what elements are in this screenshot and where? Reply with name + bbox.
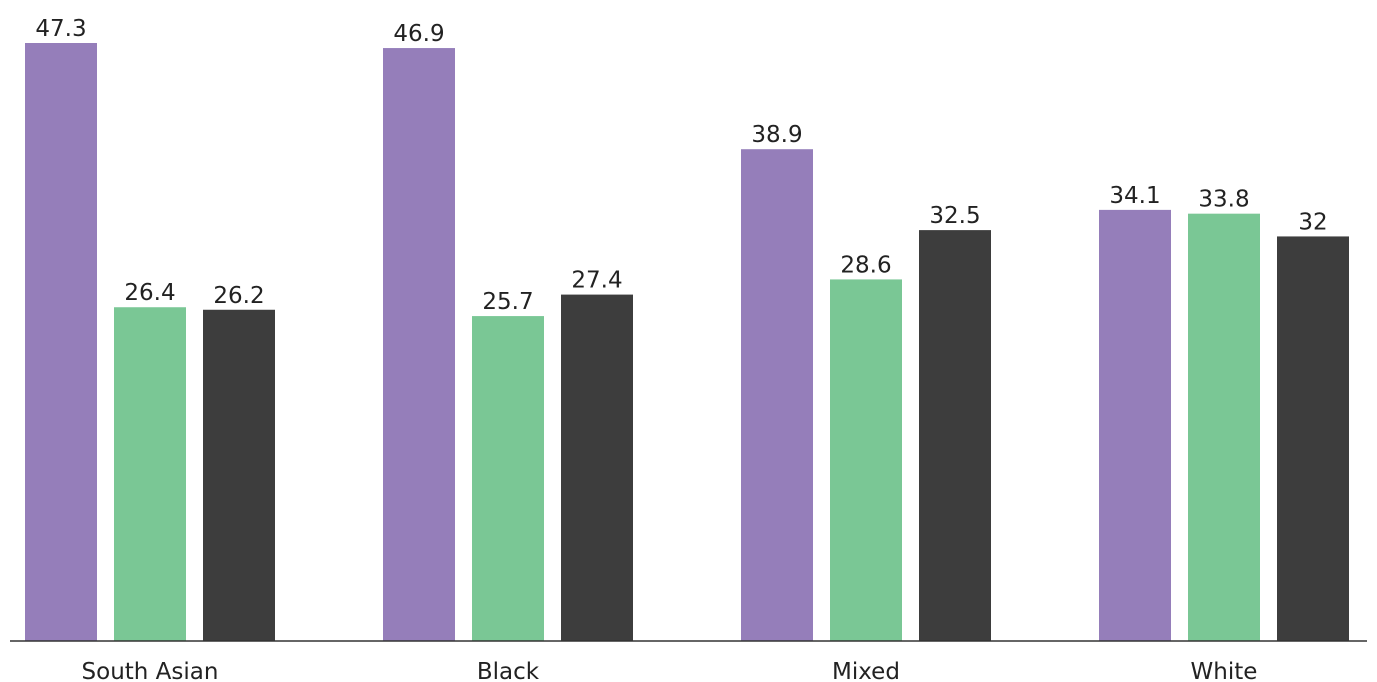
value-label: 46.9 — [393, 21, 444, 47]
value-label: 33.8 — [1198, 187, 1249, 213]
category-label-south-asian: South Asian — [82, 659, 219, 682]
bar-mixed-series-1 — [741, 149, 813, 641]
value-labels-layer: 47.3 26.4 26.2 46.9 25.7 27.4 38.9 28.6 32.5 34.1… — [35, 16, 1327, 315]
category-label-white: White — [1191, 659, 1258, 682]
value-label: 38.9 — [751, 122, 802, 148]
bar-south-asian-series-3 — [203, 309, 275, 641]
value-label: 47.3 — [35, 16, 86, 42]
category-label-mixed: Mixed — [832, 659, 900, 682]
value-label: 32.5 — [929, 203, 980, 229]
value-label: 27.4 — [571, 268, 622, 294]
value-label: 34.1 — [1109, 183, 1160, 209]
category-labels-layer: South Asian Black Mixed White — [82, 659, 1258, 682]
value-label: 25.7 — [482, 289, 533, 315]
bar-black-series-2 — [472, 316, 544, 641]
bar-white-series-2 — [1188, 213, 1260, 642]
bar-south-asian-series-2 — [114, 307, 186, 641]
bar-mixed-series-2 — [830, 279, 902, 641]
bar-black-series-1 — [383, 48, 455, 642]
bar-white-series-3 — [1277, 236, 1349, 641]
bar-white-series-1 — [1099, 209, 1171, 641]
bar-mixed-series-3 — [919, 230, 991, 641]
bar-south-asian-series-1 — [25, 43, 97, 641]
value-label: 32 — [1298, 209, 1327, 235]
value-label: 26.2 — [213, 283, 264, 309]
value-label: 26.4 — [124, 280, 175, 306]
bar-black-series-3 — [561, 294, 633, 641]
category-label-black: Black — [477, 659, 540, 682]
value-label: 28.6 — [840, 252, 891, 278]
bars-layer — [25, 43, 1349, 642]
